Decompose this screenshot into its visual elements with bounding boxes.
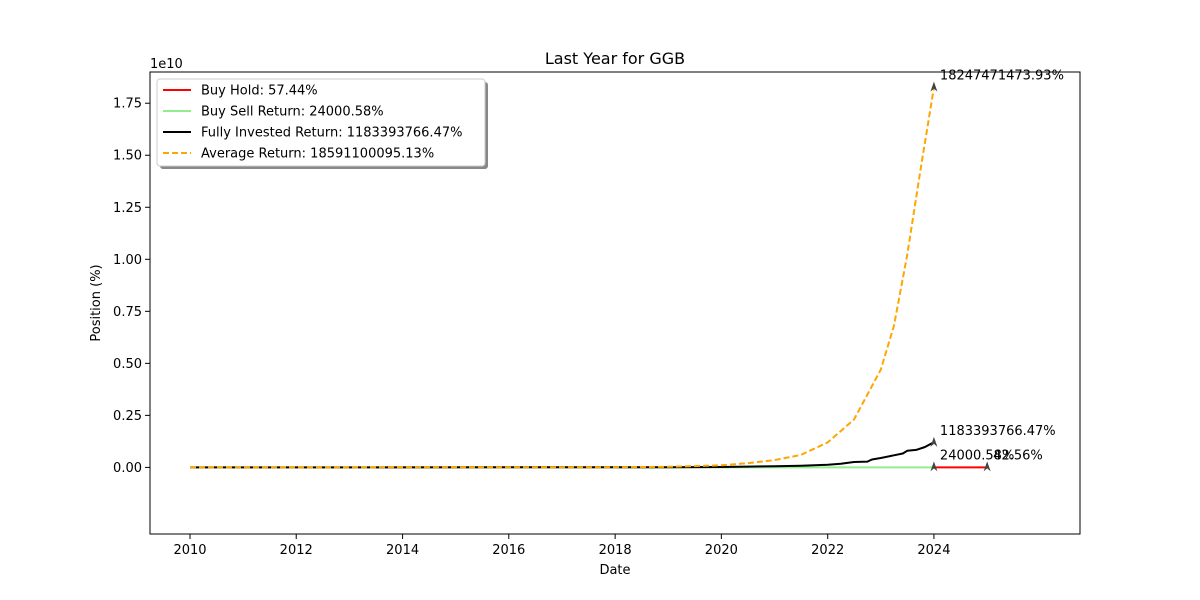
annotation-label-0: 18247471473.93% [940, 69, 1064, 84]
y-tick-label-0-00: 0.00 [113, 461, 142, 476]
y-tick-label-0-25: 0.25 [113, 409, 142, 424]
y-tick-label-0-75: 0.75 [113, 305, 142, 320]
x-tick-label-2018: 2018 [599, 543, 632, 558]
legend-label-0: Buy Hold: 57.44% [201, 84, 318, 99]
annotation-label-3: 42.56% [993, 448, 1043, 463]
y-tick-label-1-25: 1.25 [113, 201, 142, 216]
y-tick-label-1-75: 1.75 [113, 97, 142, 112]
x-tick-label-2010: 2010 [173, 543, 206, 558]
annotation-arrow-2 [930, 461, 938, 472]
axes: 2010 2012 2014 2016 2018 2020 2022 2024 0.00 0.25… [113, 97, 950, 558]
legend-label-3: Average Return: 18591100095.13% [201, 147, 434, 162]
annotation-arrow-0 [930, 81, 938, 92]
series-line-average-return [189, 87, 935, 469]
annotation-arrow-1 [930, 436, 938, 447]
x-tick-label-2022: 2022 [811, 543, 844, 558]
y-tick-label-1-50: 1.50 [113, 149, 142, 164]
x-axis-label: Date [599, 563, 630, 578]
chart-title: Last Year for GGB [545, 49, 685, 68]
x-tick-label-2014: 2014 [386, 543, 419, 558]
annotation-label-1: 1183393766.47% [940, 424, 1056, 439]
y-tick-label-0-50: 0.50 [113, 357, 142, 372]
legend-label-1: Buy Sell Return: 24000.58% [201, 105, 384, 120]
plot-area [189, 87, 988, 469]
x-tick-label-2024: 2024 [917, 543, 950, 558]
series-line-fully-invested-return [189, 441, 935, 469]
y-tick-label-1-00: 1.00 [113, 253, 142, 268]
x-tick-label-2020: 2020 [705, 543, 738, 558]
y-axis-offset-label: 1e10 [150, 57, 183, 72]
annotation-label-2: 24000.58% [940, 448, 1014, 463]
x-tick-label-2016: 2016 [492, 543, 525, 558]
y-axis-label: Position (%) [89, 264, 104, 341]
legend: Buy Hold: 57.44% Buy Sell Return: 24000.5… [156, 78, 488, 169]
annotation-arrow-3 [983, 461, 991, 472]
x-tick-label-2012: 2012 [280, 543, 313, 558]
legend-label-2: Fully Invested Return: 1183393766.47% [201, 126, 462, 141]
legend-box [156, 78, 486, 167]
annotations: 18247471473.93% 1183393766.47% 24000.58%42… [930, 69, 1064, 472]
